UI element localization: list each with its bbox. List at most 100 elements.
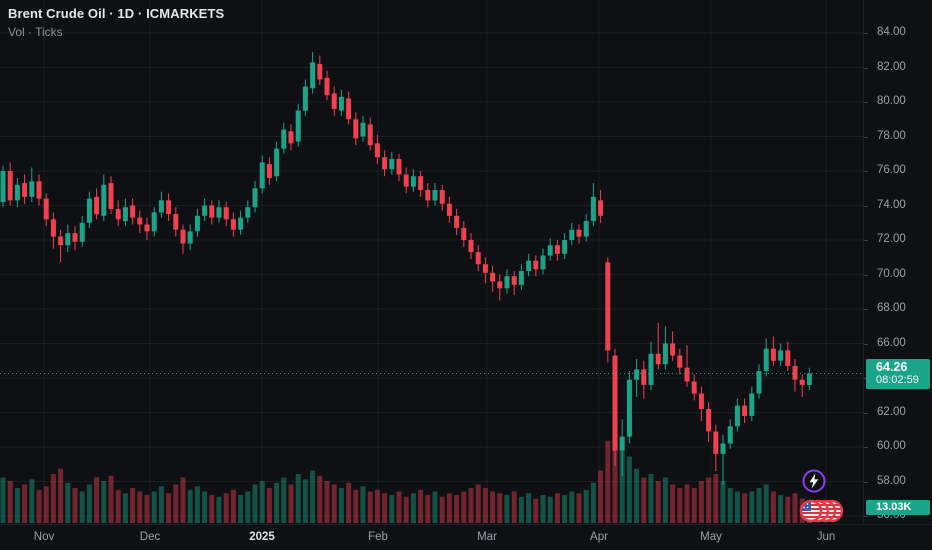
- candle-body: [691, 381, 697, 394]
- volume-bar: [554, 493, 560, 524]
- volume-bar: [619, 449, 625, 523]
- volume-bar: [58, 468, 64, 524]
- volume-bar: [518, 496, 524, 524]
- volume-bar: [778, 495, 784, 523]
- volume-bar: [626, 456, 632, 523]
- lightning-event-icon[interactable]: [802, 469, 826, 493]
- volume-bar: [511, 491, 517, 523]
- candle-body: [562, 240, 568, 254]
- volume-bar: [468, 488, 474, 523]
- volume-bar: [742, 493, 748, 524]
- time-axis[interactable]: Nov Dec 2025 Feb Mar Apr May Jun: [0, 524, 932, 550]
- volume-bar: [446, 493, 452, 524]
- volume-bar: [94, 477, 100, 523]
- volume-bar: [598, 470, 604, 523]
- volume-bar: [590, 482, 596, 524]
- volume-bar: [338, 488, 344, 523]
- candle-body: [734, 405, 740, 427]
- candle-body: [389, 158, 395, 170]
- grid-layer: [0, 0, 863, 524]
- candle-body: [634, 369, 640, 380]
- candle-body: [770, 348, 776, 361]
- volume-bar: [612, 426, 618, 524]
- candlestick-chart[interactable]: [0, 0, 863, 524]
- volume-bar: [454, 495, 460, 523]
- candle-body: [346, 98, 352, 120]
- volume-bar: [230, 489, 236, 524]
- volume-bar: [785, 496, 791, 524]
- volume-bar: [727, 488, 733, 523]
- volume-bar: [194, 486, 200, 524]
- candle-body: [706, 409, 712, 432]
- price-tick-mark: [864, 481, 868, 483]
- volume-bar: [101, 481, 107, 523]
- volume-bar: [418, 489, 424, 524]
- candle-body: [439, 190, 445, 204]
- candle-body: [727, 426, 733, 444]
- volume-bar: [324, 481, 330, 523]
- price-tick-label: 76.00: [877, 164, 906, 176]
- volume-bar: [310, 470, 316, 523]
- volume-bar: [677, 488, 683, 523]
- candle-body: [0, 171, 6, 202]
- chart-legend: Brent Crude Oil · 1D · ICMARKETS Vol · T…: [8, 6, 224, 40]
- candle-body: [468, 240, 474, 253]
- candle-body: [14, 184, 20, 201]
- candle-body: [22, 183, 28, 197]
- volume-bar: [569, 491, 575, 523]
- candle-body: [756, 371, 762, 394]
- symbol-title[interactable]: Brent Crude Oil · 1D · ICMARKETS: [8, 6, 225, 21]
- volume-indicator-label[interactable]: Vol · Ticks: [8, 25, 63, 40]
- economic-events-icon[interactable]: [798, 498, 844, 524]
- price-tick-mark: [864, 447, 868, 448]
- volume-bar: [223, 493, 229, 524]
- candle-body: [410, 176, 416, 187]
- volume-bar: [187, 489, 193, 524]
- volume-bar: [266, 488, 272, 523]
- last-price-value: 64.26: [876, 359, 908, 374]
- volume-bar: [734, 491, 740, 523]
- candle-body: [29, 181, 35, 197]
- candle-body: [295, 110, 301, 142]
- volume-bar: [252, 484, 258, 523]
- volume-bar: [137, 491, 143, 523]
- volume-bar: [36, 489, 42, 524]
- candle-body: [43, 198, 49, 220]
- candle-body: [194, 215, 200, 232]
- volume-bar: [259, 481, 265, 523]
- candle-body: [166, 200, 172, 215]
- price-axis[interactable]: 64.26 08:02:59 13.03K 84.00 82.00 80.00 78.…: [863, 0, 932, 524]
- candle-body: [7, 171, 13, 201]
- volume-bar: [497, 493, 503, 524]
- volume-bar: [374, 489, 380, 524]
- volume-bar: [605, 440, 611, 524]
- candle-body: [158, 200, 164, 213]
- candle-body: [259, 162, 265, 189]
- volume-bar: [274, 482, 280, 524]
- volume-bar: [439, 496, 445, 524]
- candle-body: [720, 443, 726, 454]
- volume-bar: [245, 491, 251, 523]
- volume-bar: [432, 491, 438, 523]
- candle-body: [374, 143, 380, 158]
- candle-body: [331, 93, 337, 109]
- volume-bar: [655, 481, 661, 523]
- candle-body: [144, 224, 150, 232]
- volume-bar: [353, 489, 359, 524]
- candle-body: [526, 260, 532, 271]
- candle-body: [598, 200, 604, 216]
- candle-body: [324, 77, 330, 96]
- volume-bar: [72, 488, 78, 523]
- candle-body: [778, 350, 784, 361]
- volume-bar: [720, 481, 726, 523]
- volume-bar: [648, 474, 654, 523]
- volume-bar: [684, 484, 690, 523]
- candle-body: [130, 205, 136, 218]
- price-tick-label: 70.00: [877, 267, 906, 280]
- volume-bar: [166, 493, 172, 524]
- price-tick-mark: [864, 309, 868, 310]
- us-flag-stack-icon: [799, 499, 844, 523]
- candle-body: [554, 245, 560, 254]
- candle-body: [367, 124, 373, 146]
